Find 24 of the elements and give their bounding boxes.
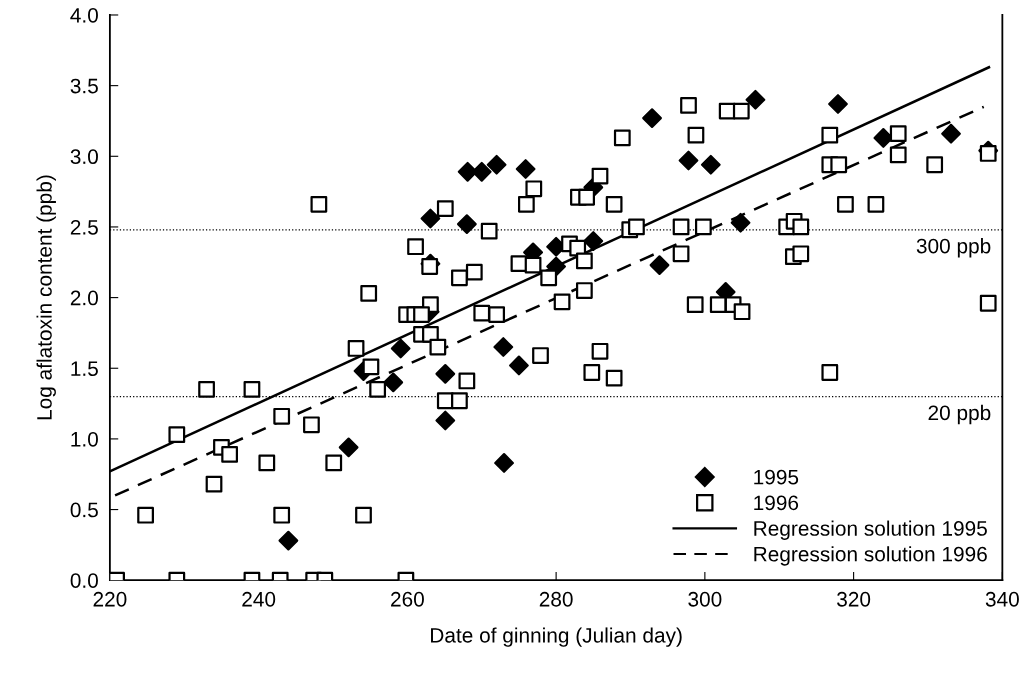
y-tick-label: 0.5 [70, 502, 98, 518]
y-tick-label: 3.5 [70, 78, 98, 94]
legend-label: 1996 [754, 495, 799, 511]
y-tick-label: 1.0 [71, 431, 98, 447]
x-tick-label: 260 [391, 591, 424, 607]
y-tick-label: 2.0 [70, 290, 98, 306]
y-tick-label: 2.5 [70, 219, 98, 235]
y-axis-title: Log aflatoxin content (ppb) [36, 175, 56, 420]
x-tick-label: 320 [837, 591, 871, 607]
y-tick-label: 3.0 [70, 149, 98, 165]
x-tick-label: 300 [688, 591, 722, 607]
y-tick-label: 4.0 [70, 7, 98, 23]
ref-line-label: 20 ppb [928, 404, 991, 425]
y-tick-label: 0.0 [70, 573, 98, 588]
y-tick-label: 1.5 [71, 361, 98, 376]
legend-label: 1995 [754, 469, 799, 485]
x-axis-title: Date of ginning (Julian day) [431, 627, 682, 647]
legend-label: Regression solution 1996 [754, 546, 987, 566]
x-tick-label: 240 [242, 591, 276, 607]
x-tick-label: 280 [539, 591, 573, 607]
ref-line-label: 300 ppb [916, 238, 991, 258]
legend-label: Regression solution 1995 [754, 520, 987, 540]
x-tick-label: 220 [93, 591, 127, 607]
x-tick-label: 340 [985, 591, 1019, 607]
